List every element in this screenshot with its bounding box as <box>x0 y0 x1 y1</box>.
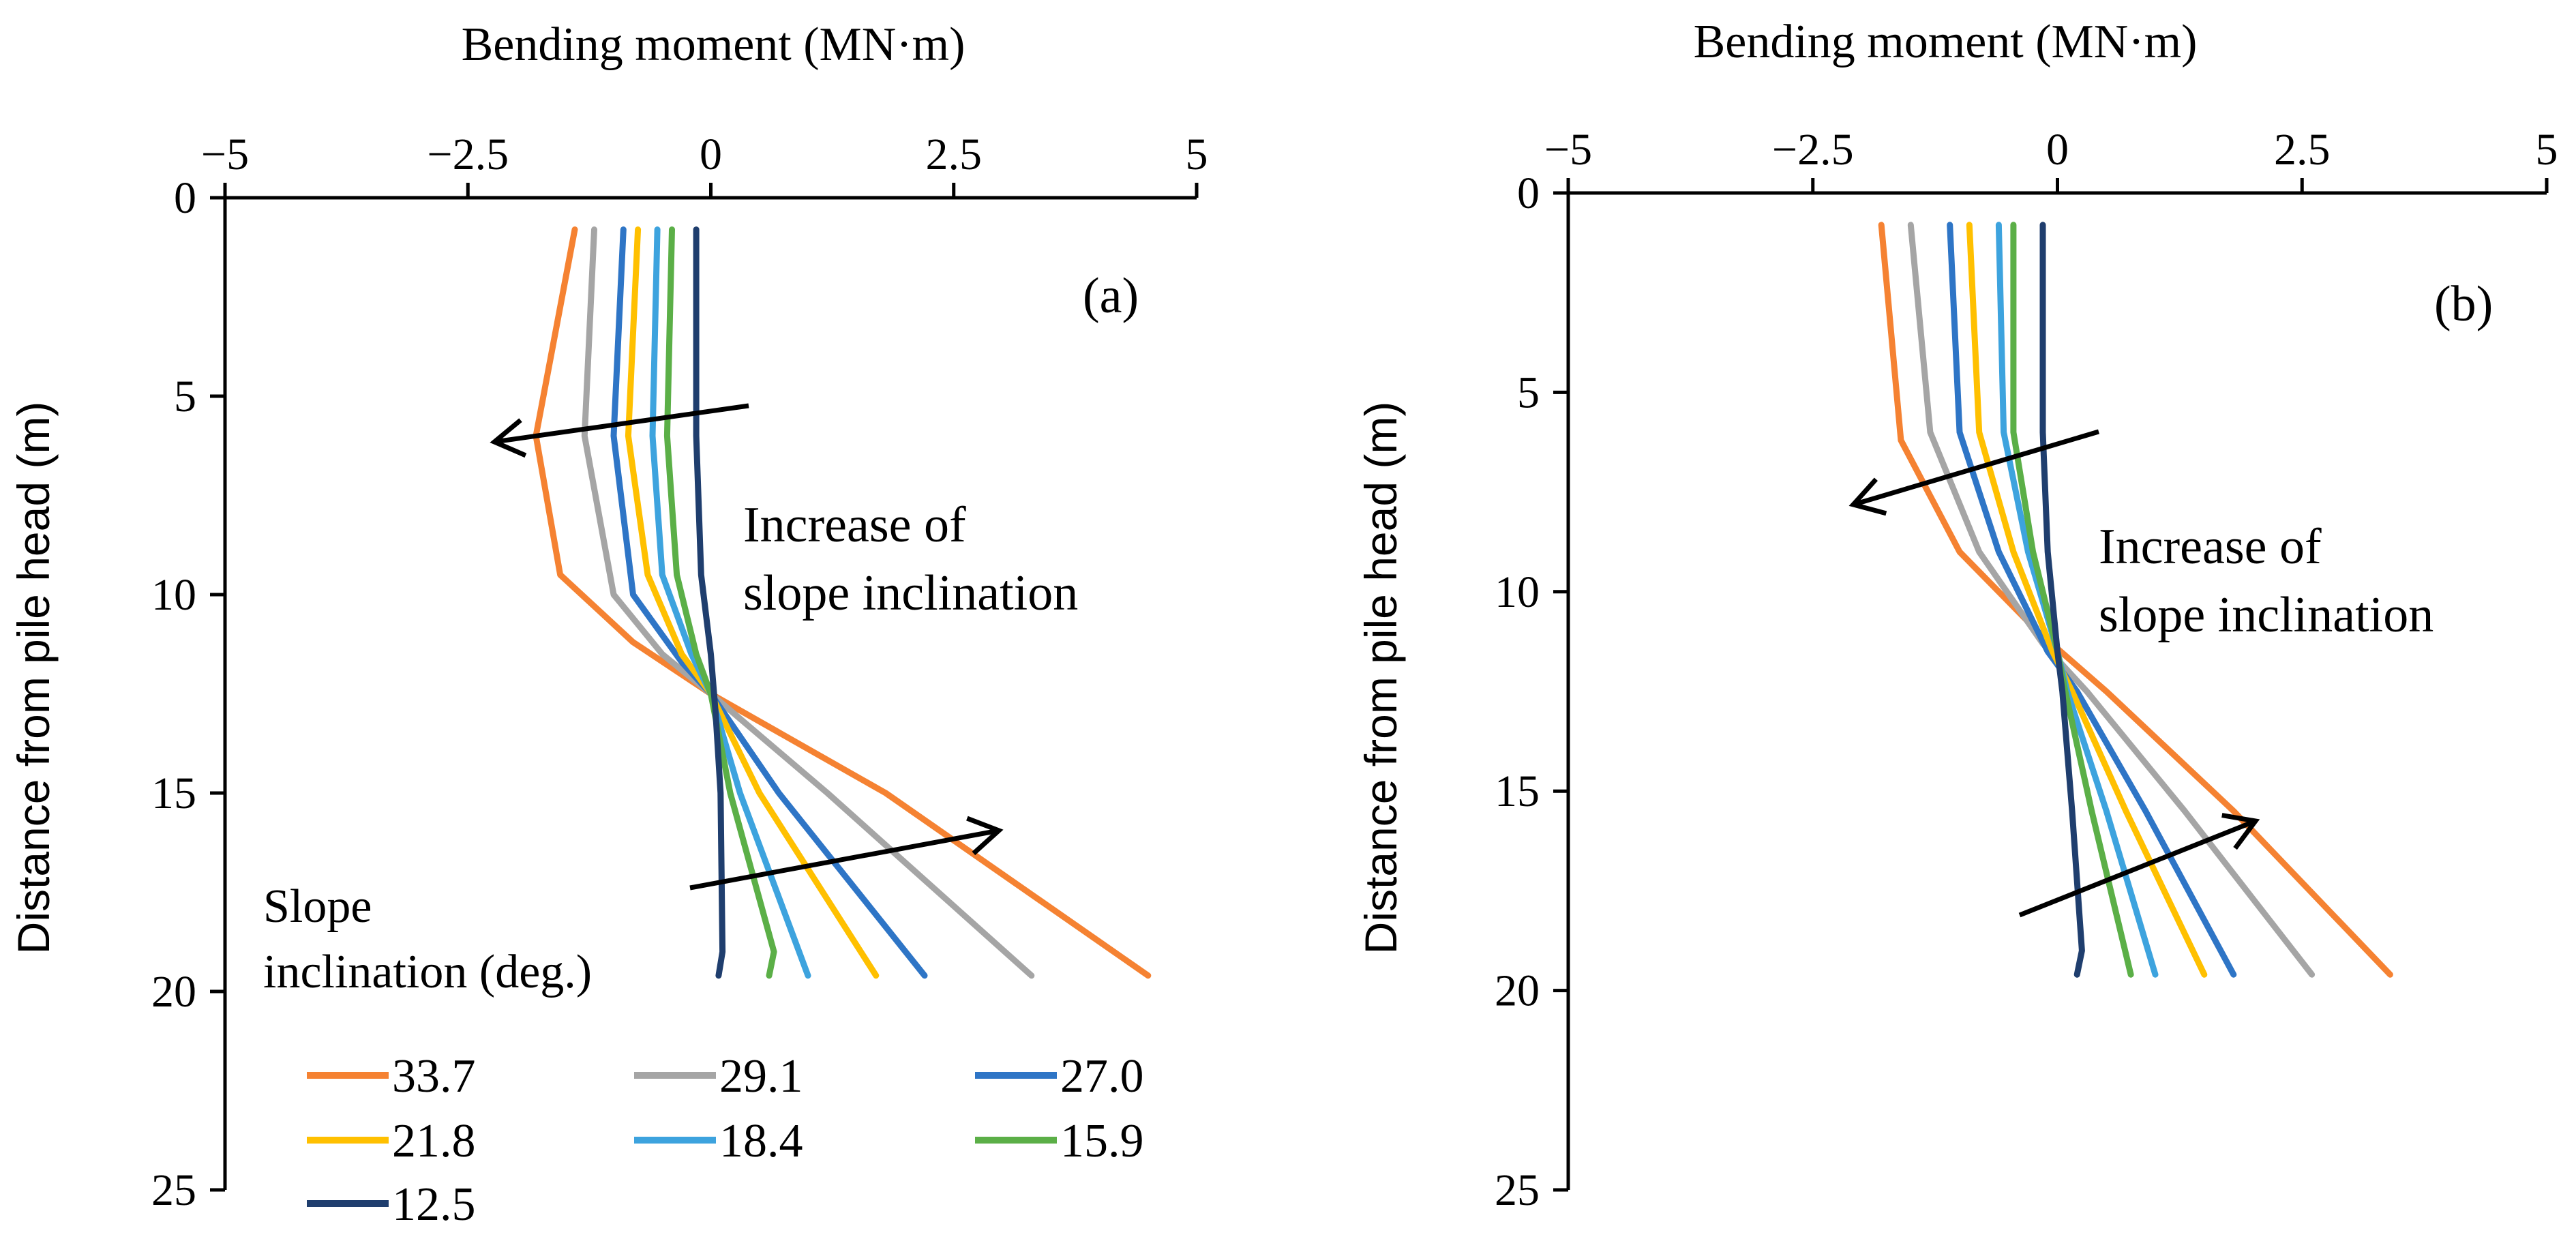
panel-a-title: Bending moment (MN·m) <box>462 18 965 71</box>
panel-a-y-tick-label: 10 <box>151 570 196 620</box>
panel-b-annotation-line1: Increase of <box>2099 519 2322 575</box>
panel-b-x-tick-label: −2.5 <box>1772 125 1854 175</box>
panel-b-y-tick-label: 15 <box>1495 766 1540 816</box>
panel-a-annotation-line2: slope inclination <box>743 565 1078 621</box>
legend-label-15-9: 15.9 <box>1060 1115 1144 1167</box>
panel-b-y-tick-label: 10 <box>1495 567 1540 617</box>
panel-b-ylabel: Distance from pile head (m) <box>1356 402 1406 955</box>
panel-a-trend-arrow <box>689 828 1000 891</box>
panel-a-y-tick-label: 20 <box>151 967 196 1017</box>
legend-label-12-5: 12.5 <box>392 1178 476 1231</box>
panel-a: Bending moment (MN·m) Distance from pile… <box>8 18 1208 1215</box>
panel-b-annotation-line2: slope inclination <box>2099 587 2433 643</box>
panel-b-trend-arrow <box>1853 429 2099 507</box>
panel-a-trend-arrow-head <box>966 816 1004 856</box>
panel-b-trend-arrow-head <box>2221 813 2260 850</box>
panel-a-x-tick-label: 5 <box>1186 130 1208 179</box>
legend-title-line1: Slope <box>263 880 372 933</box>
panel-b-y-tick-label: 25 <box>1495 1165 1540 1215</box>
legend-label-33-7: 33.7 <box>392 1050 476 1103</box>
panel-a-series-29-1 <box>581 226 1035 979</box>
panel-b-x-tick-label: −5 <box>1544 125 1592 175</box>
panel-a-x-tick-label: −2.5 <box>427 130 509 179</box>
panel-a-panel-label: (a) <box>1083 268 1139 324</box>
panel-a-ylabel: Distance from pile head (m) <box>8 402 59 955</box>
panel-b-y-tick-label: 0 <box>1517 168 1540 218</box>
panel-a-series-12-5 <box>693 226 726 979</box>
panel-b-title: Bending moment (MN·m) <box>1694 16 2198 68</box>
panel-a-y-tick-label: 5 <box>174 372 196 421</box>
panel-a-series-18-4 <box>649 226 811 979</box>
legend-title-line2: inclination (deg.) <box>263 946 592 998</box>
panel-a-x-tick-label: −5 <box>201 130 249 179</box>
panel-a-trend-arrow-head <box>490 418 527 458</box>
panel-b-x-tick-label: 0 <box>2046 125 2069 175</box>
legend: 33.7 29.1 27.0 21.8 18.4 15.9 12.5 <box>307 1050 1144 1231</box>
panel-a-y-tick-label: 25 <box>151 1165 196 1215</box>
legend-label-18-4: 18.4 <box>719 1115 803 1167</box>
legend-label-21-8: 21.8 <box>392 1115 476 1167</box>
panel-a-x-tick-label: 0 <box>700 130 722 179</box>
panel-b-y-tick-label: 20 <box>1495 966 1540 1016</box>
panel-a-annotation-line1: Increase of <box>743 497 966 553</box>
panel-a-y-tick-label: 15 <box>151 768 196 818</box>
panel-a-series-21-8 <box>625 226 880 979</box>
panel-b-panel-label: (b) <box>2434 276 2493 332</box>
panel-a-series-27-0 <box>610 226 928 979</box>
panel-a-series-15-9 <box>663 226 777 979</box>
panel-b-series-21-8 <box>1966 222 2208 978</box>
legend-label-27-0: 27.0 <box>1060 1050 1144 1103</box>
panel-b-x-tick-label: 5 <box>2536 125 2558 175</box>
panel-b: Bending moment (MN·m) Distance from pile… <box>1356 16 2558 1215</box>
panel-a-y-tick-label: 0 <box>174 173 196 223</box>
panel-b-series-27-0 <box>1947 222 2237 978</box>
panel-a-x-tick-label: 2.5 <box>926 130 983 179</box>
panel-a-trend-arrow <box>494 403 749 445</box>
panel-b-series-12-5 <box>2039 222 2085 978</box>
panel-b-x-tick-label: 2.5 <box>2274 125 2331 175</box>
panel-b-trend-arrow-head <box>1848 477 1887 516</box>
legend-label-29-1: 29.1 <box>719 1050 803 1103</box>
panel-b-y-tick-label: 5 <box>1517 368 1540 417</box>
panel-b-trend-arrow <box>2018 818 2257 918</box>
